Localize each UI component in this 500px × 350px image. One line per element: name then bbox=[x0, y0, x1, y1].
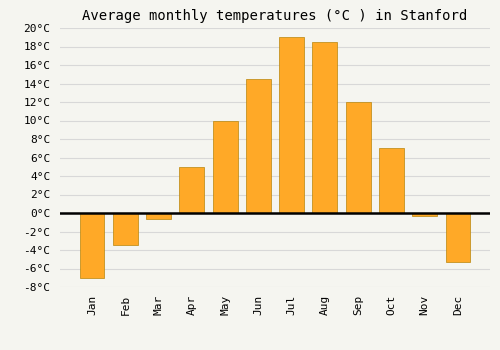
Bar bbox=[379, 148, 404, 213]
Bar bbox=[412, 213, 437, 216]
Bar bbox=[212, 120, 238, 213]
Bar bbox=[80, 213, 104, 278]
Title: Average monthly temperatures (°C ) in Stanford: Average monthly temperatures (°C ) in St… bbox=[82, 9, 468, 23]
Bar bbox=[312, 42, 338, 213]
Bar bbox=[279, 37, 304, 213]
Bar bbox=[113, 213, 138, 245]
Bar bbox=[146, 213, 171, 219]
Bar bbox=[446, 213, 470, 262]
Bar bbox=[180, 167, 204, 213]
Bar bbox=[246, 79, 271, 213]
Bar bbox=[346, 102, 370, 213]
